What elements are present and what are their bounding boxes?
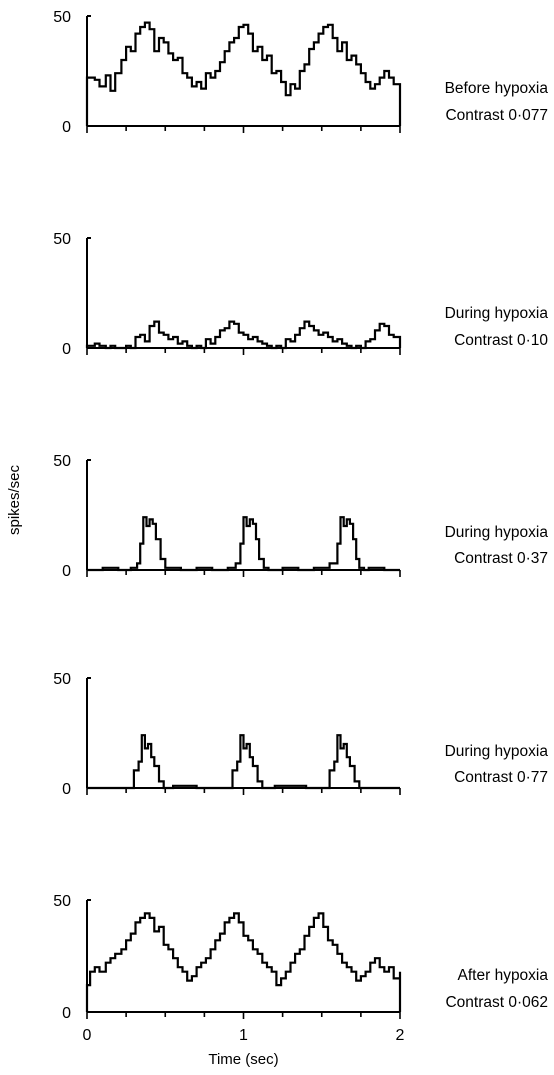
histogram-series-line — [87, 734, 400, 790]
contrast-label: Contrast 0·10 — [454, 332, 548, 349]
condition-label: Before hypoxia — [445, 80, 549, 97]
y-tick-label-50: 50 — [53, 893, 71, 910]
y-tick-label-0: 0 — [62, 1005, 71, 1022]
contrast-label: Contrast 0·062 — [445, 994, 548, 1011]
condition-label: After hypoxia — [458, 967, 549, 984]
y-tick-label-0: 0 — [62, 781, 71, 798]
contrast-label: Contrast 0·077 — [445, 107, 548, 124]
condition-label: During hypoxia — [445, 743, 549, 760]
contrast-label: Contrast 0·77 — [454, 769, 548, 786]
x-tick-label: 2 — [396, 1027, 405, 1044]
histogram-series-line — [87, 516, 400, 572]
histogram-series-line — [85, 320, 402, 350]
y-tick-label-50: 50 — [53, 9, 71, 26]
contrast-label: Contrast 0·37 — [454, 550, 548, 567]
y-tick-label-50: 50 — [53, 671, 71, 688]
y-tick-label-0: 0 — [62, 563, 71, 580]
condition-label: During hypoxia — [445, 305, 549, 322]
y-axis-title: spikes/sec — [6, 464, 23, 535]
histogram-series-line — [85, 21, 402, 126]
x-tick-label: 1 — [239, 1027, 248, 1044]
y-tick-label-50: 50 — [53, 231, 71, 248]
x-tick-label: 0 — [83, 1027, 92, 1044]
y-tick-label-0: 0 — [62, 119, 71, 136]
histogram-series-line — [85, 912, 402, 1012]
condition-label: During hypoxia — [445, 524, 549, 541]
y-tick-label-50: 50 — [53, 453, 71, 470]
x-axis-title: Time (sec) — [208, 1051, 278, 1068]
y-tick-label-0: 0 — [62, 341, 71, 358]
